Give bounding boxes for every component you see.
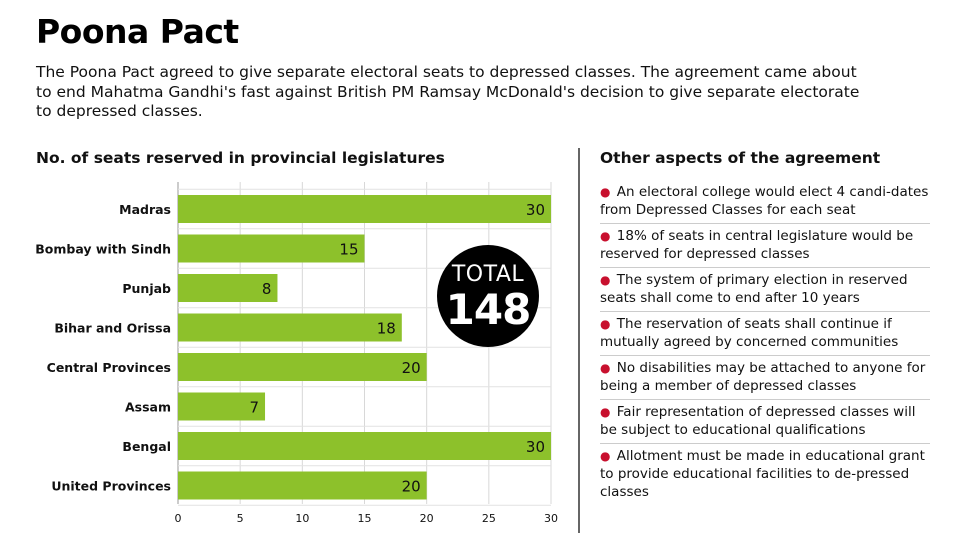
category-label: Punjab — [122, 281, 171, 296]
aspect-text: Allotment must be made in educational gr… — [600, 448, 925, 500]
tick-label: 15 — [358, 512, 372, 525]
aspect-text: An electoral college would elect 4 candi… — [600, 184, 929, 218]
aspect-item: ● The system of primary election in rese… — [600, 268, 930, 312]
bar — [178, 353, 427, 381]
tick-label: 5 — [237, 512, 244, 525]
data-label: 20 — [402, 359, 421, 377]
total-value: 148 — [445, 285, 532, 334]
bar — [178, 195, 551, 223]
bar — [178, 392, 266, 421]
aspect-text: Fair representation of depressed classes… — [600, 404, 916, 438]
total-label: TOTAL — [451, 262, 525, 287]
aspect-item: ● An electoral college would elect 4 can… — [600, 180, 930, 224]
intro-text: The Poona Pact agreed to give separate e… — [36, 63, 860, 120]
aspect-text: The system of primary election in reserv… — [600, 272, 908, 306]
category-label: Central Provinces — [47, 360, 171, 375]
data-label: 15 — [339, 241, 358, 259]
chart-title: No. of seats reserved in provincial legi… — [36, 149, 445, 167]
category-label: Assam — [125, 400, 171, 415]
data-label: 30 — [526, 201, 545, 219]
bar — [178, 432, 551, 460]
data-label: 7 — [249, 399, 259, 417]
data-label: 18 — [377, 320, 396, 338]
bullet-icon: ● — [600, 317, 611, 331]
aspect-item: ● The reservation of seats shall continu… — [600, 312, 930, 356]
bar — [178, 234, 365, 263]
data-label: 30 — [526, 438, 545, 456]
aspect-text: 18% of seats in central legislature woul… — [600, 228, 914, 262]
category-label: Bombay with Sindh — [35, 242, 171, 257]
bullet-icon: ● — [600, 229, 611, 243]
aspect-item: ● Allotment must be made in educational … — [600, 444, 930, 505]
data-label: 8 — [262, 280, 272, 298]
category-label: Madras — [119, 202, 171, 217]
tick-label: 25 — [482, 512, 496, 525]
tick-label: 20 — [420, 512, 434, 525]
bar — [178, 471, 427, 500]
seats-bar-chart: Madras 30 Bombay with Sindh 15 Punjab 8 Bihar … — [35, 182, 558, 525]
page-title: Poona Pact — [36, 12, 239, 51]
aspect-item: ● 18% of seats in central legislature wo… — [600, 224, 930, 268]
aspects-title: Other aspects of the agreement — [600, 149, 881, 167]
tick-label: 30 — [544, 512, 558, 525]
tick-label: 10 — [295, 512, 309, 525]
tick-label: 0 — [175, 512, 182, 525]
category-label: Bihar and Orissa — [54, 321, 171, 336]
column-divider — [578, 148, 580, 533]
total-badge: TOTAL 148 — [437, 245, 539, 347]
bullet-icon: ● — [600, 273, 611, 287]
data-label: 20 — [402, 478, 421, 496]
aspect-text: No disabilities may be attached to anyon… — [600, 360, 926, 394]
bullet-icon: ● — [600, 361, 611, 375]
aspects-list: ● An electoral college would elect 4 can… — [600, 180, 930, 505]
bullet-icon: ● — [600, 185, 611, 199]
bullet-icon: ● — [600, 449, 611, 463]
aspect-item: ● No disabilities may be attached to any… — [600, 356, 930, 400]
category-label: United Provinces — [51, 479, 171, 494]
bar — [178, 274, 278, 302]
aspect-text: The reservation of seats shall continue … — [600, 316, 899, 350]
category-label: Bengal — [122, 439, 171, 454]
aspect-item: ● Fair representation of depressed class… — [600, 400, 930, 444]
bullet-icon: ● — [600, 405, 611, 419]
bar — [178, 313, 402, 342]
